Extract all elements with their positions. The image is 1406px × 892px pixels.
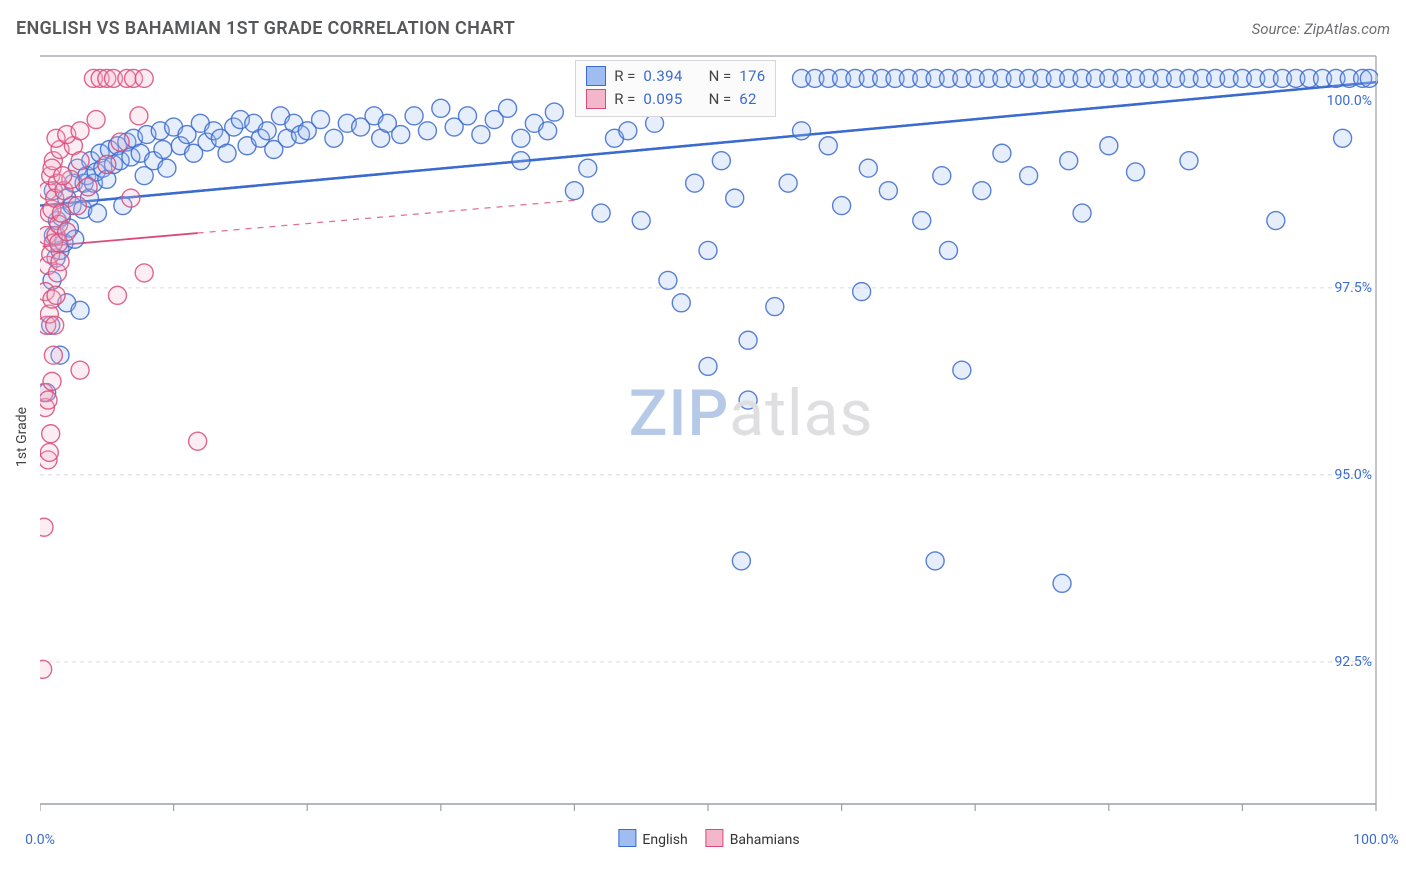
legend-swatch (706, 829, 724, 847)
y-tick-label: 92.5% (1334, 654, 1372, 670)
stats-swatch (586, 89, 606, 109)
stats-row: R =0.394N =176 (586, 65, 765, 88)
chart-area: 1st Grade ZIPatlas EnglishBahamians 92.5… (40, 54, 1378, 820)
legend-item: English (618, 829, 687, 848)
x-tick-label: 0.0% (25, 832, 55, 848)
bottom-legend: English Bahamians (618, 829, 799, 848)
y-axis-label: 1st Grade (14, 407, 30, 467)
stats-swatch (586, 66, 606, 86)
y-tick-label: 97.5% (1334, 280, 1372, 296)
chart-title: ENGLISH VS BAHAMIAN 1ST GRADE CORRELATIO… (16, 18, 515, 39)
y-tick-label: 100.0% (1327, 93, 1372, 109)
x-tick-label: 100.0% (1353, 832, 1398, 848)
legend-item: Bahamians (706, 829, 800, 848)
scatter-plot (40, 54, 1378, 820)
stats-row: R =0.095N = 62 (586, 88, 765, 111)
stats-box: R =0.394N =176R =0.095N = 62 (575, 60, 776, 117)
source-label: Source: ZipAtlas.com (1252, 20, 1390, 38)
y-tick-label: 95.0% (1334, 467, 1372, 483)
legend-swatch (618, 829, 636, 847)
